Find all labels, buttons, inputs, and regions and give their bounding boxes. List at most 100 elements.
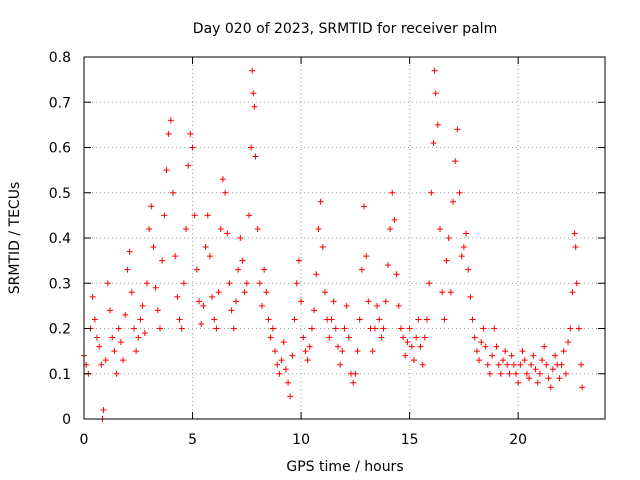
data-point [237, 235, 244, 241]
data-point [159, 257, 166, 264]
y-tick-label: 0.1 [49, 367, 71, 383]
data-point [415, 316, 422, 323]
data-point [91, 316, 98, 323]
data-point [363, 253, 370, 260]
data-point [282, 366, 289, 373]
data-point [332, 325, 339, 332]
data-point [341, 325, 348, 332]
data-point [534, 379, 541, 386]
data-point [445, 235, 452, 241]
data-point [170, 189, 177, 196]
y-tick-label: 0.6 [49, 141, 71, 157]
x-tick-label: 20 [509, 432, 527, 448]
data-point [437, 225, 444, 232]
data-point [382, 298, 389, 305]
data-point [278, 357, 285, 364]
data-point [241, 289, 248, 296]
data-point [339, 348, 346, 355]
data-point [330, 298, 337, 305]
data-point [154, 307, 161, 314]
data-point [102, 357, 109, 364]
data-point [235, 266, 242, 273]
data-point [350, 379, 357, 386]
data-point [387, 225, 394, 232]
data-point [230, 325, 237, 332]
data-point [517, 361, 524, 368]
data-point [100, 406, 107, 413]
data-point [463, 230, 470, 237]
data-point [526, 375, 533, 382]
data-point [510, 361, 517, 368]
y-tick-label: 0 [62, 412, 71, 428]
data-point [572, 244, 579, 251]
data-point [452, 158, 459, 165]
data-point [141, 330, 148, 337]
data-point [532, 366, 539, 373]
y-tick-label: 0.2 [49, 322, 71, 338]
data-point [172, 253, 179, 260]
data-point [567, 325, 574, 332]
data-point [579, 384, 586, 391]
data-point [447, 289, 454, 296]
data-point [486, 370, 493, 377]
data-point [560, 348, 567, 355]
data-point [328, 316, 335, 323]
data-point [304, 357, 311, 364]
x-tick-label: 10 [292, 432, 310, 448]
data-point [465, 266, 472, 273]
data-point [315, 225, 322, 232]
data-point [298, 298, 305, 305]
data-point [428, 189, 435, 196]
data-point [254, 225, 261, 232]
data-point [406, 325, 413, 332]
data-point [426, 280, 433, 287]
data-point [456, 189, 463, 196]
y-tick-label: 0.4 [49, 231, 71, 247]
data-point [421, 334, 428, 341]
data-point [263, 289, 270, 296]
data-point [176, 316, 183, 323]
data-point [217, 225, 224, 232]
data-point [491, 325, 498, 332]
data-point [239, 257, 246, 264]
data-point [384, 262, 391, 269]
data-point [356, 316, 363, 323]
axis-ticks [83, 56, 605, 420]
chart-title: Day 020 of 2023, SRMTID for receiver pal… [193, 21, 497, 37]
data-point [334, 343, 341, 350]
data-point [578, 361, 585, 368]
data-point [272, 348, 279, 355]
data-point [174, 293, 181, 300]
data-point [287, 393, 294, 400]
data-point [545, 375, 552, 382]
data-point [417, 343, 424, 350]
data-point [389, 189, 396, 196]
data-point [143, 280, 150, 287]
data-point [478, 339, 485, 346]
data-point [308, 325, 315, 332]
data-point [423, 316, 430, 323]
data-point [111, 348, 118, 355]
data-point [508, 352, 515, 359]
data-point [343, 302, 350, 309]
data-point [293, 280, 300, 287]
data-point [506, 370, 513, 377]
data-point [276, 370, 283, 377]
x-tick-label: 5 [188, 432, 197, 448]
data-point [126, 248, 133, 255]
data-point [395, 302, 402, 309]
data-point [391, 216, 398, 223]
data-point [243, 280, 250, 287]
data-point [256, 280, 263, 287]
data-point [185, 162, 192, 169]
data-point [473, 348, 480, 355]
data-point [380, 325, 387, 332]
data-point [89, 293, 96, 300]
y-axis-label: SRMTID / TECUs [7, 182, 23, 295]
data-point [198, 320, 205, 327]
data-point [430, 139, 437, 146]
data-point [431, 67, 438, 74]
data-point [495, 361, 502, 368]
data-point [558, 361, 565, 368]
